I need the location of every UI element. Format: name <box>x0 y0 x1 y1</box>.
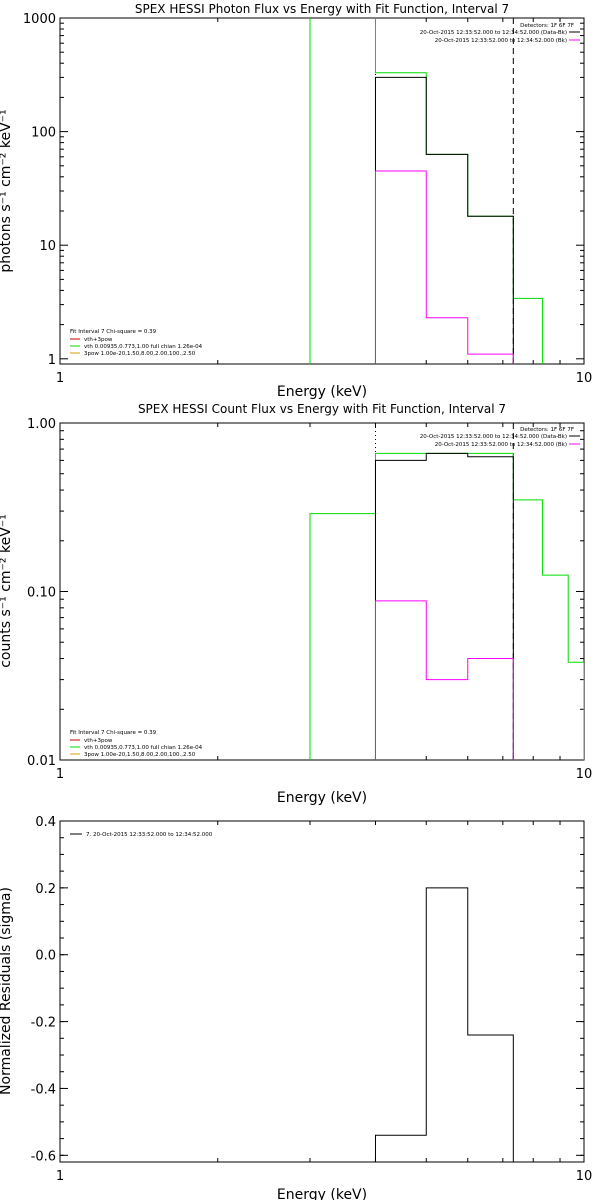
photon-flux-x-label: Energy (keV) <box>277 384 367 400</box>
residuals-x-tick-label-0: 1 <box>56 1169 64 1184</box>
photon-flux-fit-entry-0: vth+3pow <box>84 337 113 343</box>
count-flux-x-ticks: 1 10 <box>56 423 592 782</box>
photon-flux-title: SPEX HESSI Photon Flux vs Energy with Fi… <box>135 2 509 16</box>
residuals-y-ticks: -0.6 -0.4 -0.2 0.0 0.2 0.4 <box>31 815 584 1164</box>
photon-flux-y-ticks: 1 10 100 1000 <box>23 12 584 368</box>
count-flux-legend-header: Detectors: 1F 6F 7F <box>520 427 574 433</box>
photon-flux-series-black <box>374 76 514 364</box>
residuals-x-tick-label-1: 10 <box>576 1169 593 1184</box>
count-flux-legend-entry-data: 20-Oct-2015 12:33:52.000 to 12:34:52.000… <box>420 434 567 440</box>
residuals-plot-frame <box>59 820 585 1163</box>
photon-flux-legend: Detectors: 1F 6F 7F 20-Oct-2015 12:33:52… <box>420 23 580 44</box>
count-flux-fit-entry-1: vth 0.00935,0.773,1.00 full chian 1.26e-… <box>84 745 203 751</box>
photon-flux-y-tick-label-1: 10 <box>39 239 56 254</box>
photon-flux-x-tick-label-0: 1 <box>56 371 64 386</box>
photon-flux-fit-legend: Fit Interval 7 Chi-square = 0.39 vth+3po… <box>70 329 203 357</box>
count-flux-fit-entry-2: 3pow 1.00e-20,1.50,8.00,2.00,100.,2.50 <box>84 752 196 758</box>
photon-flux-x-tick-label-1: 10 <box>576 371 593 386</box>
residuals-y-tick-label-2: -0.2 <box>31 1016 56 1031</box>
residuals-y-label: Normalized Residuals (sigma) <box>0 887 14 1095</box>
photon-flux-legend-entry-data: 20-Oct-2015 12:33:52.000 to 12:34:52.000… <box>420 30 567 36</box>
residuals-legend: 7. 20-Oct-2015 12:33:52.000 to 12:34:52.… <box>70 832 213 838</box>
residuals-y-tick-label-4: 0.2 <box>35 882 56 897</box>
photon-flux-series-magenta <box>374 170 514 364</box>
residuals-marks <box>374 887 514 1162</box>
photon-flux-fit-entry-1: vth 0.00935,0.773,1.00 full chian 1.26e-… <box>84 344 203 350</box>
count-flux-legend: Detectors: 1F 6F 7F 20-Oct-2015 12:33:52… <box>420 427 580 448</box>
count-flux-fit-legend: Fit Interval 7 Chi-square = 0.39 vth+3po… <box>70 730 203 758</box>
count-flux-series-magenta <box>374 600 514 760</box>
count-flux-panel: SPEX HESSI Count Flux vs Energy with Fit… <box>0 402 592 806</box>
photon-flux-marks <box>309 18 543 364</box>
residuals-y-tick-label-1: -0.4 <box>31 1082 56 1097</box>
residuals-panel: 1 10 -0.6 -0.4 -0.2 0.0 0.2 0.4 Energy (keV) N… <box>0 815 592 1200</box>
count-flux-y-ticks: 0.01 0.10 1.00 <box>27 417 584 769</box>
photon-flux-plot-frame <box>59 17 585 365</box>
count-flux-y-tick-label-0: 0.01 <box>27 754 56 769</box>
photon-flux-y-tick-label-3: 1000 <box>23 12 56 27</box>
count-flux-series-green <box>309 452 584 760</box>
count-flux-title: SPEX HESSI Count Flux vs Energy with Fit… <box>138 402 506 416</box>
count-flux-y-tick-label-1: 0.10 <box>27 586 56 601</box>
residuals-y-tick-label-0: -0.6 <box>31 1149 56 1164</box>
count-flux-marks <box>309 423 584 760</box>
count-flux-fit-header: Fit Interval 7 Chi-square = 0.39 <box>70 730 157 736</box>
count-flux-series-black <box>374 452 514 760</box>
photon-flux-fit-entry-2: 3pow 1.00e-20,1.50,8.00,2.00,100.,2.50 <box>84 351 196 357</box>
photon-flux-panel: SPEX HESSI Photon Flux vs Energy with Fi… <box>0 2 593 400</box>
photon-flux-y-label: photons s⁻¹ cm⁻² keV⁻¹ <box>0 109 14 272</box>
count-flux-x-tick-label-1: 10 <box>576 767 593 782</box>
count-flux-fit-entry-0: vth+3pow <box>84 738 113 744</box>
count-flux-y-label: counts s⁻¹ cm⁻² keV⁻¹ <box>0 514 14 668</box>
photon-flux-y-tick-label-0: 1 <box>48 353 56 368</box>
count-flux-x-tick-label-0: 1 <box>56 767 64 782</box>
residuals-legend-entry: 7. 20-Oct-2015 12:33:52.000 to 12:34:52.… <box>86 832 213 838</box>
count-flux-y-tick-label-2: 1.00 <box>27 417 56 432</box>
residuals-series-black <box>374 887 514 1162</box>
residuals-y-tick-label-3: 0.0 <box>35 949 56 964</box>
photon-flux-y-tick-label-2: 100 <box>31 126 56 141</box>
residuals-x-label: Energy (keV) <box>277 1187 367 1200</box>
count-flux-legend-entry-bk: 20-Oct-2015 12:33:52.000 to 12:34:52.000… <box>435 442 567 448</box>
photon-flux-legend-header: Detectors: 1F 6F 7F <box>520 23 574 29</box>
photon-flux-legend-entry-bk: 20-Oct-2015 12:33:52.000 to 12:34:52.000… <box>435 38 567 44</box>
photon-flux-fit-header: Fit Interval 7 Chi-square = 0.39 <box>70 329 157 335</box>
count-flux-x-label: Energy (keV) <box>277 790 367 806</box>
residuals-y-tick-label-5: 0.4 <box>35 815 56 830</box>
residuals-x-ticks: 1 10 <box>56 821 592 1184</box>
count-flux-plot-frame <box>59 422 585 761</box>
